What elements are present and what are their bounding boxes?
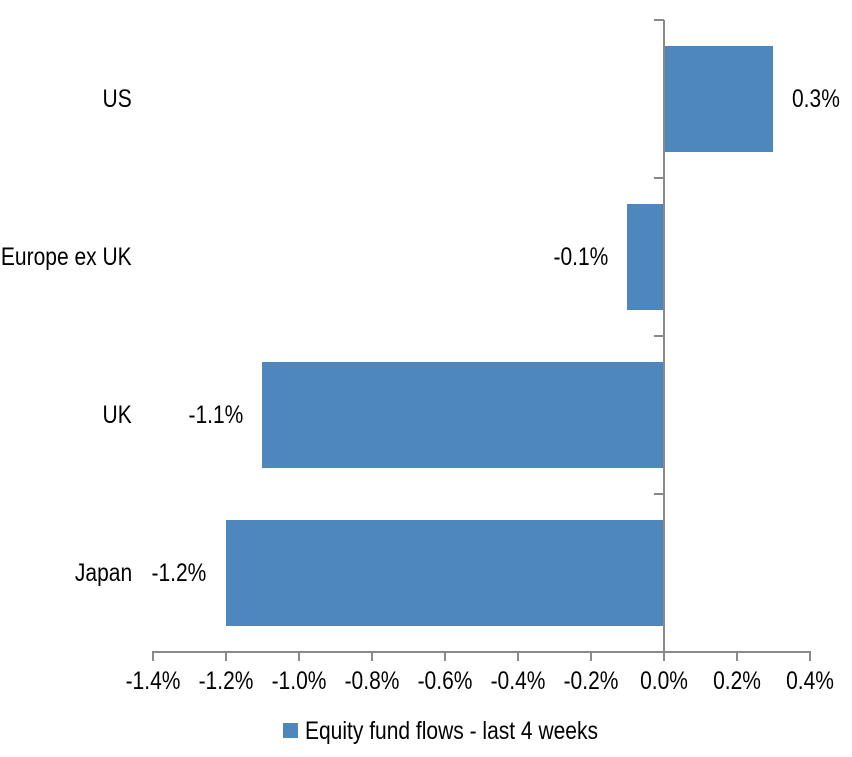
- category-label: Europe ex UK: [1, 243, 132, 271]
- bar-japan: [225, 520, 664, 626]
- data-label: -0.1%: [553, 243, 609, 271]
- x-tick-label: -0.8%: [344, 667, 400, 695]
- category-tick: [653, 177, 664, 179]
- value-axis-line: [662, 20, 665, 652]
- category-label: UK: [102, 401, 132, 429]
- x-tick-label: 0.4%: [786, 667, 834, 695]
- data-label: 0.3%: [792, 85, 841, 113]
- x-axis-tick: [589, 651, 592, 661]
- x-tick-label: -1.4%: [125, 667, 181, 695]
- legend-label: Equity fund flows - last 4 weeks: [305, 717, 598, 745]
- legend-swatch: [283, 723, 298, 738]
- x-axis-tick: [516, 651, 519, 661]
- category-tick: [653, 493, 664, 495]
- x-tick-label: -1.0%: [271, 667, 327, 695]
- x-axis-tick: [370, 651, 373, 661]
- x-tick-label: -0.2%: [563, 667, 619, 695]
- category-tick: [653, 335, 664, 337]
- x-tick-label: 0.0%: [639, 667, 688, 695]
- x-axis-line: [151, 651, 811, 653]
- x-tick-label: -0.4%: [490, 667, 546, 695]
- x-tick-label: -1.2%: [198, 667, 254, 695]
- data-label: -1.2%: [151, 559, 207, 587]
- x-axis-tick: [443, 651, 446, 661]
- category-label: Japan: [74, 559, 132, 587]
- x-tick-label: -0.6%: [417, 667, 473, 695]
- x-axis-tick: [662, 651, 665, 661]
- data-label: -1.1%: [188, 401, 244, 429]
- bar-uk: [262, 362, 664, 468]
- bar-europe-ex-uk: [627, 204, 664, 310]
- x-axis-tick: [224, 651, 227, 661]
- x-axis-tick: [151, 651, 154, 661]
- x-tick-label: 0.2%: [713, 667, 761, 695]
- bar-us: [663, 46, 774, 152]
- x-axis-tick: [297, 651, 300, 661]
- x-axis-tick: [735, 651, 738, 661]
- category-tick: [653, 19, 664, 21]
- category-label: US: [102, 85, 132, 113]
- x-axis-tick: [809, 651, 811, 661]
